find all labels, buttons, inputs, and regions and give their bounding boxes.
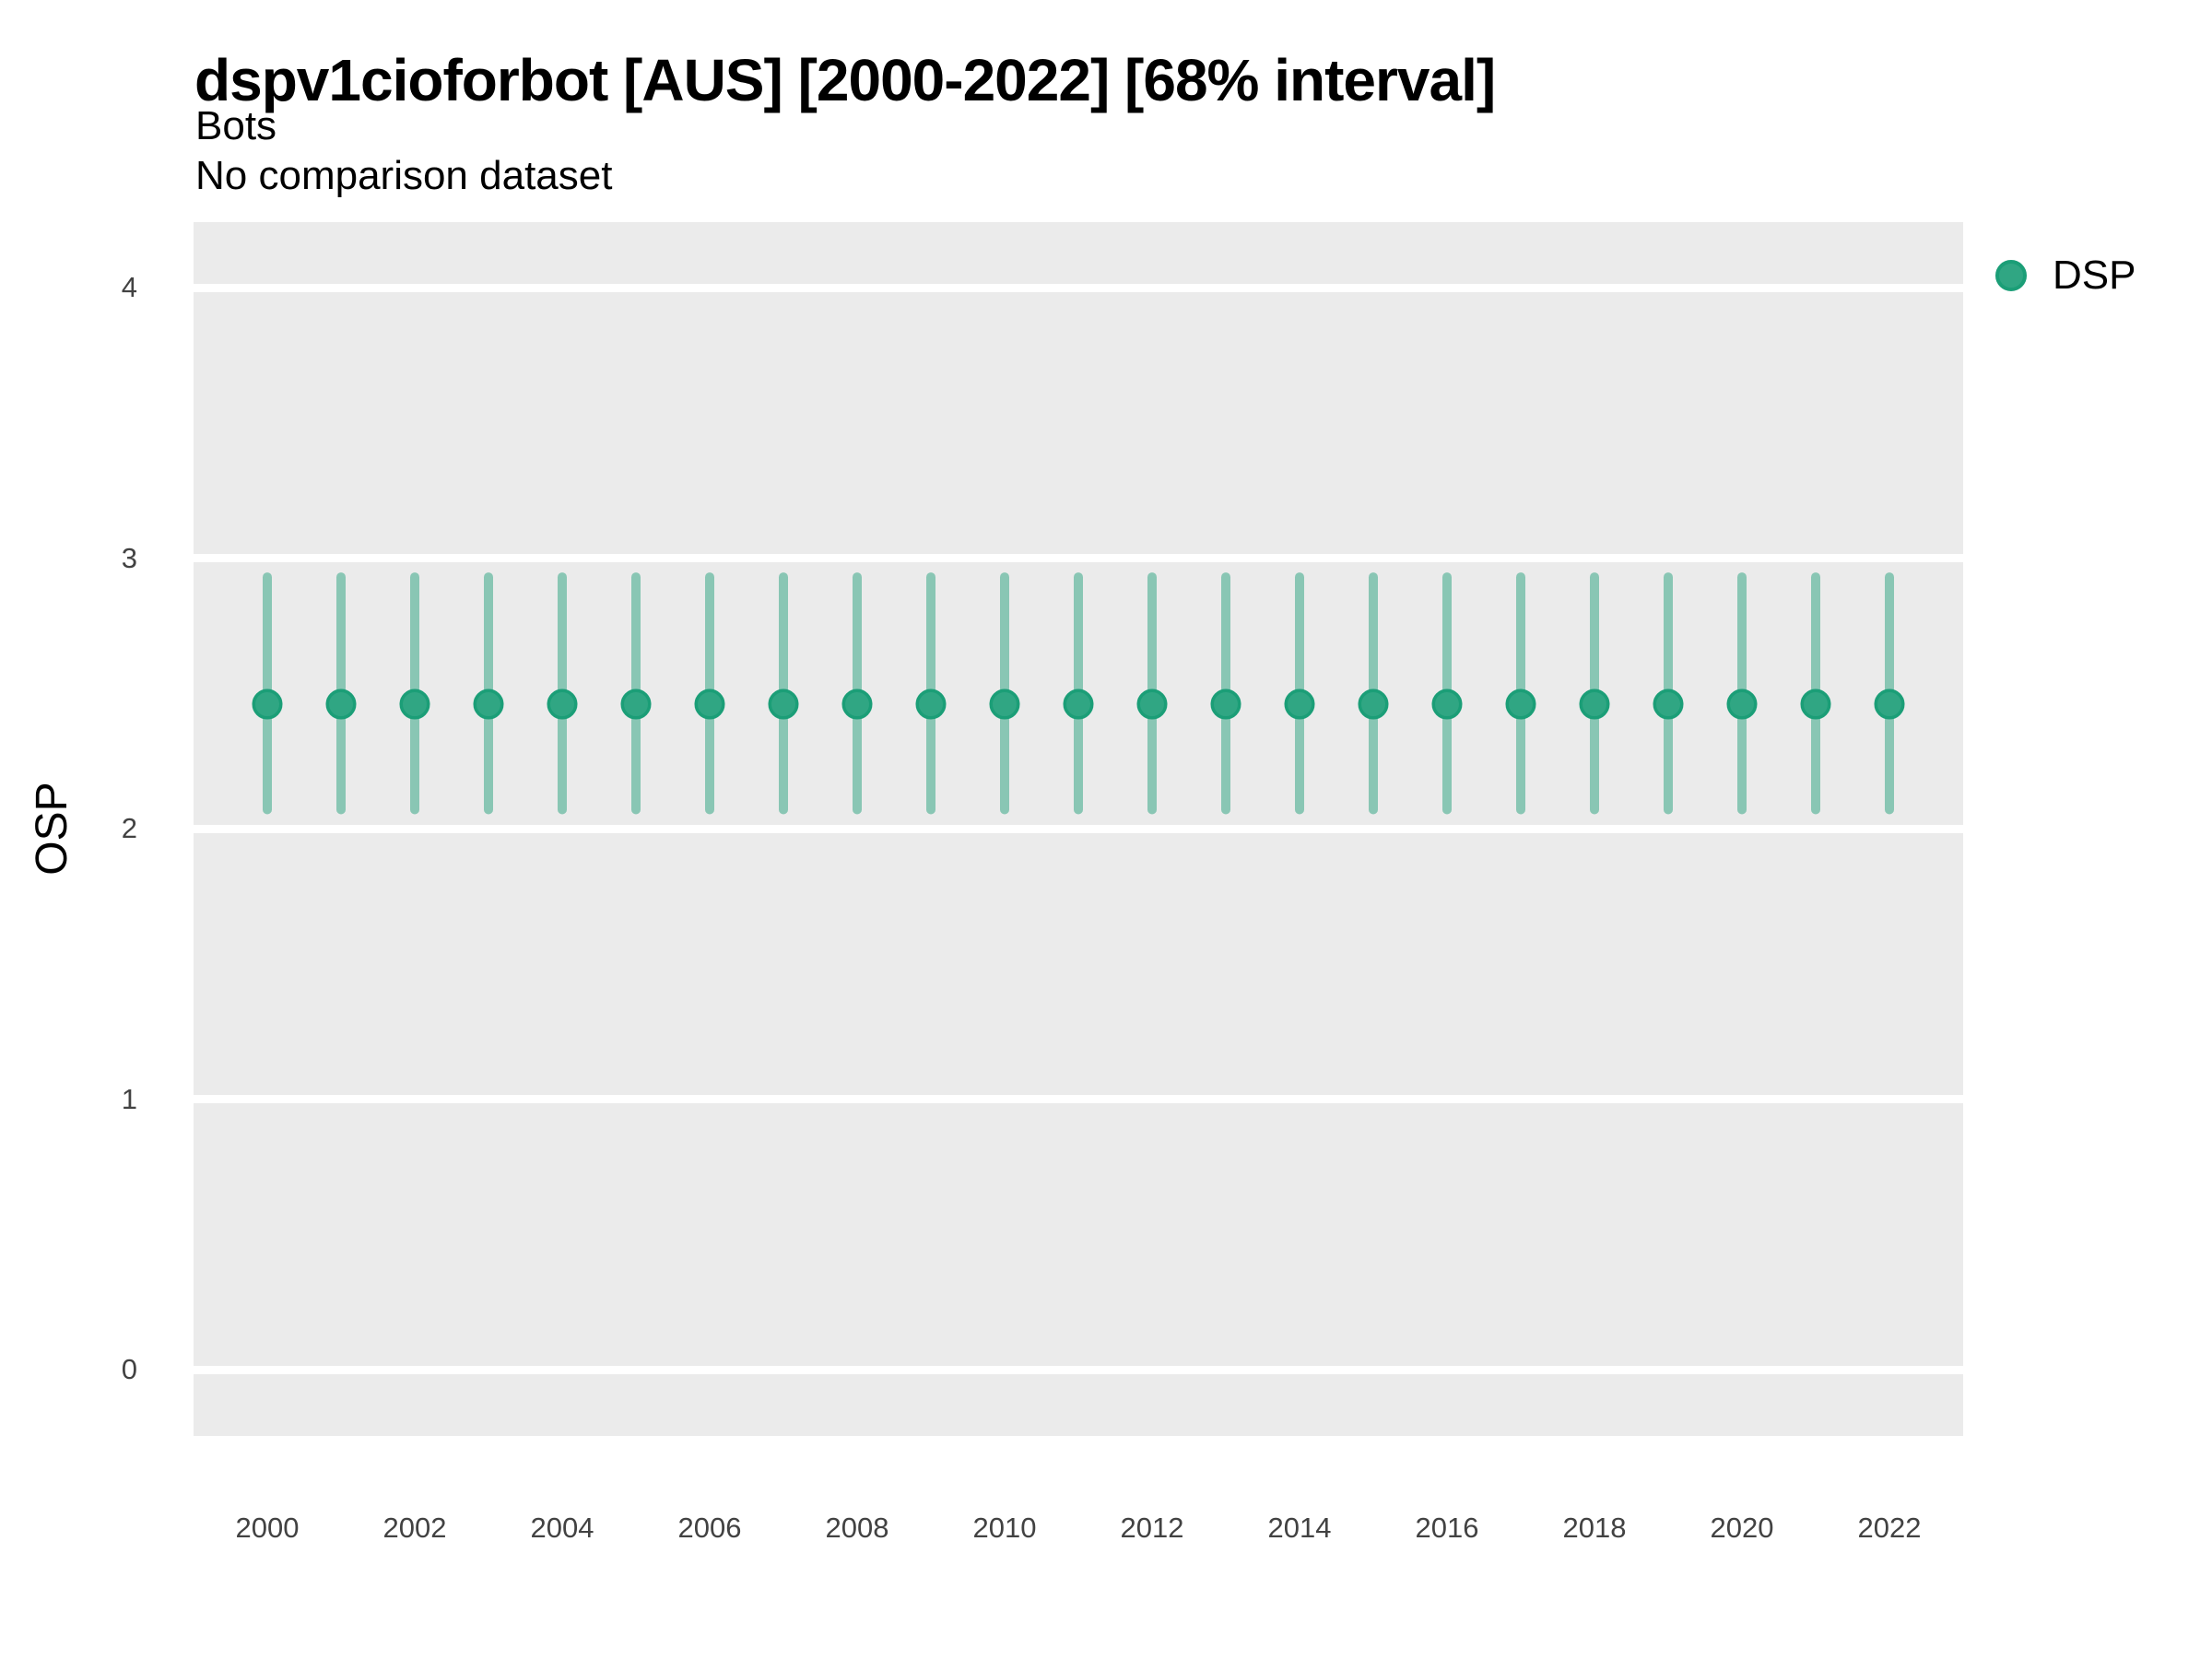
point-DSP-2002: [399, 688, 430, 720]
chart-subtitle-comparison: No comparison dataset: [195, 153, 613, 198]
gridline-y-4: [194, 283, 1963, 292]
point-DSP-2004: [547, 688, 578, 720]
gridline-y-1: [194, 1095, 1963, 1104]
gridline-y-0: [194, 1365, 1963, 1374]
x-tick-label-2012: 2012: [1120, 1512, 1184, 1544]
plot-panel: [194, 222, 1963, 1436]
x-tick-label-2020: 2020: [1710, 1512, 1774, 1544]
y-tick-label-4: 4: [121, 271, 137, 304]
point-DSP-2010: [989, 688, 1020, 720]
y-tick-label-2: 2: [121, 812, 137, 845]
gridline-y-2: [194, 824, 1963, 833]
point-DSP-2018: [1579, 688, 1610, 720]
point-DSP-2017: [1505, 688, 1536, 720]
point-DSP-2012: [1136, 688, 1168, 720]
x-tick-label-2014: 2014: [1267, 1512, 1332, 1544]
point-DSP-2007: [768, 688, 799, 720]
point-DSP-2013: [1210, 688, 1241, 720]
gridline-y-3: [194, 554, 1963, 563]
chart-title: dspv1cioforbot [AUS] [2000-2022] [68% in…: [194, 47, 1496, 113]
y-tick-label-3: 3: [121, 541, 137, 574]
x-tick-label-2010: 2010: [972, 1512, 1037, 1544]
y-tick-label-0: 0: [121, 1353, 137, 1386]
x-tick-label-2006: 2006: [677, 1512, 742, 1544]
x-tick-label-2004: 2004: [530, 1512, 594, 1544]
data-layer: [252, 572, 1905, 815]
point-DSP-2008: [841, 688, 873, 720]
x-tick-label-2022: 2022: [1857, 1512, 1922, 1544]
point-DSP-2021: [1800, 688, 1831, 720]
point-DSP-2015: [1358, 688, 1389, 720]
legend: DSP: [1995, 249, 2136, 302]
chart-subtitle: Bots: [195, 103, 277, 148]
point-DSP-2020: [1726, 688, 1758, 720]
point-DSP-2014: [1284, 688, 1315, 720]
legend-circle-icon: [1995, 260, 2027, 291]
point-DSP-2009: [915, 688, 947, 720]
x-tick-label-2016: 2016: [1415, 1512, 1479, 1544]
point-DSP-2006: [694, 688, 725, 720]
y-tick-label-1: 1: [121, 1082, 137, 1115]
point-DSP-2005: [620, 688, 652, 720]
x-tick-label-2008: 2008: [825, 1512, 889, 1544]
point-DSP-2011: [1063, 688, 1094, 720]
point-DSP-2016: [1431, 688, 1463, 720]
x-tick-label-2002: 2002: [382, 1512, 447, 1544]
point-DSP-2001: [325, 688, 357, 720]
point-DSP-2003: [473, 688, 504, 720]
x-tick-label-2000: 2000: [235, 1512, 300, 1544]
point-DSP-2022: [1874, 688, 1905, 720]
legend-label: DSP: [2053, 253, 2136, 298]
point-DSP-2019: [1653, 688, 1684, 720]
x-tick-label-2018: 2018: [1562, 1512, 1627, 1544]
point-DSP-2000: [252, 688, 283, 720]
